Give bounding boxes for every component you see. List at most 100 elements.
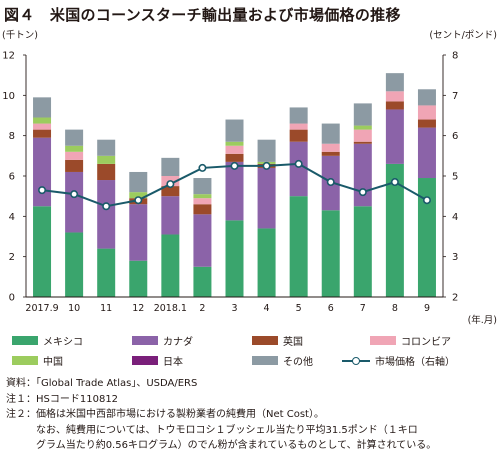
legend-label-colombia: コロンビア — [401, 337, 451, 348]
x-tick-label: 2 — [199, 303, 205, 314]
bar-segment-2-9 — [321, 151, 340, 156]
note-source: 資料：「Global Trade Atlas」、USDA/ERS — [6, 378, 198, 389]
x-tick-label: 5 — [296, 303, 302, 314]
right-tick-label: 5 — [452, 172, 458, 183]
legend-swatch-other — [252, 356, 278, 365]
bar-segment-6-12 — [417, 89, 436, 106]
bar-segment-1-11 — [385, 109, 404, 164]
legend-swatch-canada — [132, 336, 158, 345]
market-price-point-5 — [198, 163, 207, 172]
right-tick-label: 6 — [452, 131, 458, 142]
legend-swatch-china — [12, 356, 38, 365]
legend-item-mexico: メキシコ — [12, 333, 83, 348]
x-tick-label: 11 — [100, 303, 112, 314]
left-tick-label: 6 — [9, 172, 15, 183]
right-tick-label: 8 — [452, 51, 458, 62]
bar-segment-3-5 — [193, 198, 212, 205]
notes: 資料：「Global Trade Atlas」、USDA/ERS 注１：HSコー… — [6, 376, 496, 454]
left-tick-label: 2 — [9, 252, 15, 263]
market-price-point-3 — [134, 196, 143, 205]
x-tick-label: 2017.9 — [25, 303, 58, 314]
bar-segment-3-8 — [289, 123, 308, 130]
bar-segment-1-4 — [161, 196, 180, 235]
market-price-point-0 — [38, 186, 47, 195]
market-price-point-2 — [102, 202, 111, 211]
x-tick-label: 6 — [328, 303, 334, 314]
legend-item-china: 中国 — [12, 353, 63, 368]
legend-label-japan: 日本 — [163, 357, 183, 368]
bar-segment-6-11 — [385, 73, 404, 92]
x-tick-label: 12 — [132, 303, 144, 314]
bar-segment-0-1 — [65, 232, 84, 297]
legend-item-market-price: 市場価格（右軸） — [342, 353, 455, 368]
legend-item-uk: 英国 — [252, 333, 303, 348]
market-price-point-8 — [294, 159, 303, 168]
legend-swatch-colombia — [370, 336, 396, 345]
bar-segment-0-4 — [161, 234, 180, 297]
chart-title: 図４ 米国のコーンスターチ輸出量および市場価格の推移 — [4, 6, 401, 24]
legend-swatch-market-price — [342, 356, 370, 366]
bar-segment-6-10 — [353, 103, 372, 126]
bar-segment-3-9 — [321, 143, 340, 152]
bar-segment-2-8 — [289, 129, 308, 142]
bar-segment-4-10 — [353, 125, 372, 130]
market-price-point-9 — [326, 178, 335, 187]
bar-segment-6-0 — [33, 97, 52, 118]
bar-segment-4-6 — [225, 141, 244, 146]
bar-segment-0-5 — [193, 266, 212, 297]
bar-segment-0-6 — [225, 220, 244, 297]
bar-segment-3-1 — [65, 151, 84, 160]
left-tick-label: 12 — [2, 51, 15, 62]
bar-segment-3-11 — [385, 91, 404, 102]
bar-segment-0-8 — [289, 196, 308, 297]
legend-swatch-japan — [132, 356, 158, 365]
x-tick-label: 8 — [392, 303, 398, 314]
bar-segment-0-12 — [417, 178, 436, 297]
bar-segment-6-8 — [289, 107, 308, 124]
bar-segment-1-3 — [129, 204, 148, 261]
x-axis-unit: (年.月) — [468, 314, 497, 326]
x-tick-label: 4 — [264, 303, 270, 314]
legend-label-market-price: 市場価格（右軸） — [375, 357, 455, 368]
x-tick-label: 7 — [360, 303, 366, 314]
bar-segment-1-0 — [33, 137, 52, 207]
bar-segment-1-7 — [257, 167, 276, 229]
bar-segment-6-7 — [257, 139, 276, 162]
right-tick-label: 3 — [452, 252, 458, 263]
bar-segment-3-6 — [225, 145, 244, 154]
note-2-cont-2: グラム当たり約0.56キログラム）のでん粉が含まれているものとして、計算されてい… — [6, 440, 437, 451]
bar-segment-0-10 — [353, 206, 372, 297]
bar-segment-3-10 — [353, 129, 372, 142]
right-tick-label: 7 — [452, 91, 458, 102]
note-1: 注１：HSコード110812 — [6, 393, 119, 405]
right-tick-label: 4 — [452, 212, 458, 223]
bar-segment-1-2 — [97, 180, 116, 249]
market-price-point-11 — [390, 178, 399, 187]
bar-segment-2-2 — [97, 163, 116, 181]
x-tick-label: 3 — [231, 303, 237, 314]
bar-segment-1-12 — [417, 127, 436, 179]
bar-segment-3-0 — [33, 123, 52, 130]
left-axis-unit: (千トン) — [2, 30, 38, 41]
bar-segment-4-2 — [97, 155, 116, 164]
legend-swatch-uk — [252, 336, 278, 345]
bar-segment-2-0 — [33, 129, 52, 138]
x-tick-label: 10 — [68, 303, 80, 314]
legend-item-canada: カナダ — [132, 333, 193, 348]
bar-segment-2-11 — [385, 101, 404, 110]
bar-segment-4-3 — [129, 192, 148, 199]
bar-segment-0-7 — [257, 228, 276, 297]
market-price-point-7 — [262, 161, 271, 170]
market-price-point-12 — [422, 196, 431, 205]
bar-segment-6-2 — [97, 139, 116, 156]
legend-label-other: その他 — [283, 357, 313, 368]
bar-segment-6-1 — [65, 129, 84, 146]
bar-segment-6-4 — [161, 157, 180, 176]
bar-segment-4-1 — [65, 145, 84, 152]
bar-segment-2-6 — [225, 153, 244, 162]
legend-label-uk: 英国 — [283, 337, 303, 348]
bar-segment-2-4 — [161, 186, 180, 197]
bar-segment-0-2 — [97, 248, 116, 297]
bar-segment-1-5 — [193, 214, 212, 267]
x-tick-label: 2018.1 — [154, 303, 187, 314]
